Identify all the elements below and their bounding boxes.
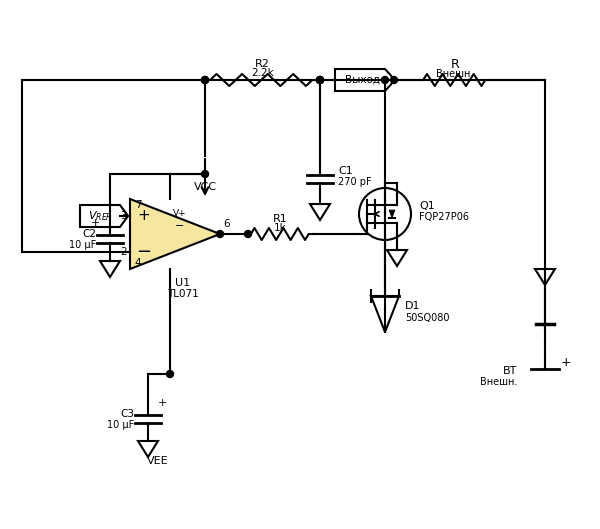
Circle shape: [317, 77, 323, 84]
Text: 4: 4: [134, 258, 142, 268]
Text: VCC: VCC: [193, 182, 217, 192]
Text: 2: 2: [121, 247, 127, 257]
Text: C3: C3: [120, 409, 134, 419]
Circle shape: [202, 170, 209, 178]
Circle shape: [202, 77, 209, 84]
Text: BT: BT: [503, 366, 517, 376]
Text: C1: C1: [338, 166, 353, 176]
Text: +: +: [561, 357, 572, 369]
Polygon shape: [535, 269, 555, 285]
Text: V+: V+: [173, 209, 187, 218]
Text: D1: D1: [405, 301, 421, 311]
Text: 2.2k: 2.2k: [251, 68, 274, 78]
Text: TL071: TL071: [167, 289, 199, 299]
Text: 3: 3: [121, 211, 127, 221]
Text: Выход: Выход: [346, 75, 380, 85]
Text: 7: 7: [134, 200, 142, 210]
Text: Внешн.: Внешн.: [479, 377, 517, 387]
Text: +: +: [137, 208, 151, 223]
Text: R: R: [451, 58, 460, 70]
Text: 10 μF: 10 μF: [107, 420, 134, 430]
Polygon shape: [389, 210, 395, 218]
Text: $V_{REF}$: $V_{REF}$: [88, 209, 112, 223]
Text: 10 μF: 10 μF: [69, 240, 96, 250]
Polygon shape: [310, 204, 330, 220]
Text: FQP27P06: FQP27P06: [419, 212, 469, 222]
Circle shape: [202, 77, 209, 84]
Polygon shape: [387, 250, 407, 266]
Text: U1: U1: [175, 278, 191, 288]
Text: +: +: [91, 218, 100, 228]
Polygon shape: [371, 296, 399, 332]
Polygon shape: [335, 69, 395, 91]
Circle shape: [317, 77, 323, 84]
Text: +: +: [158, 398, 167, 408]
Text: 1k: 1k: [274, 223, 287, 233]
Circle shape: [245, 231, 251, 238]
Text: 50SQ080: 50SQ080: [405, 313, 449, 323]
Polygon shape: [100, 261, 120, 277]
Polygon shape: [138, 441, 158, 457]
Text: C2: C2: [82, 229, 96, 239]
Text: −: −: [136, 243, 152, 261]
Polygon shape: [80, 205, 128, 227]
Text: Внешн.: Внешн.: [436, 69, 473, 79]
Text: R1: R1: [273, 214, 288, 224]
Circle shape: [317, 77, 323, 84]
Text: VEE: VEE: [147, 456, 169, 466]
Text: Q1: Q1: [419, 201, 435, 211]
Text: 6: 6: [223, 219, 230, 229]
Circle shape: [391, 77, 398, 84]
Text: −: −: [175, 221, 185, 231]
Text: 270 pF: 270 pF: [338, 177, 371, 187]
Text: R2: R2: [255, 59, 270, 69]
Polygon shape: [130, 199, 220, 269]
Circle shape: [217, 231, 223, 238]
Circle shape: [382, 77, 389, 84]
Circle shape: [167, 370, 173, 378]
